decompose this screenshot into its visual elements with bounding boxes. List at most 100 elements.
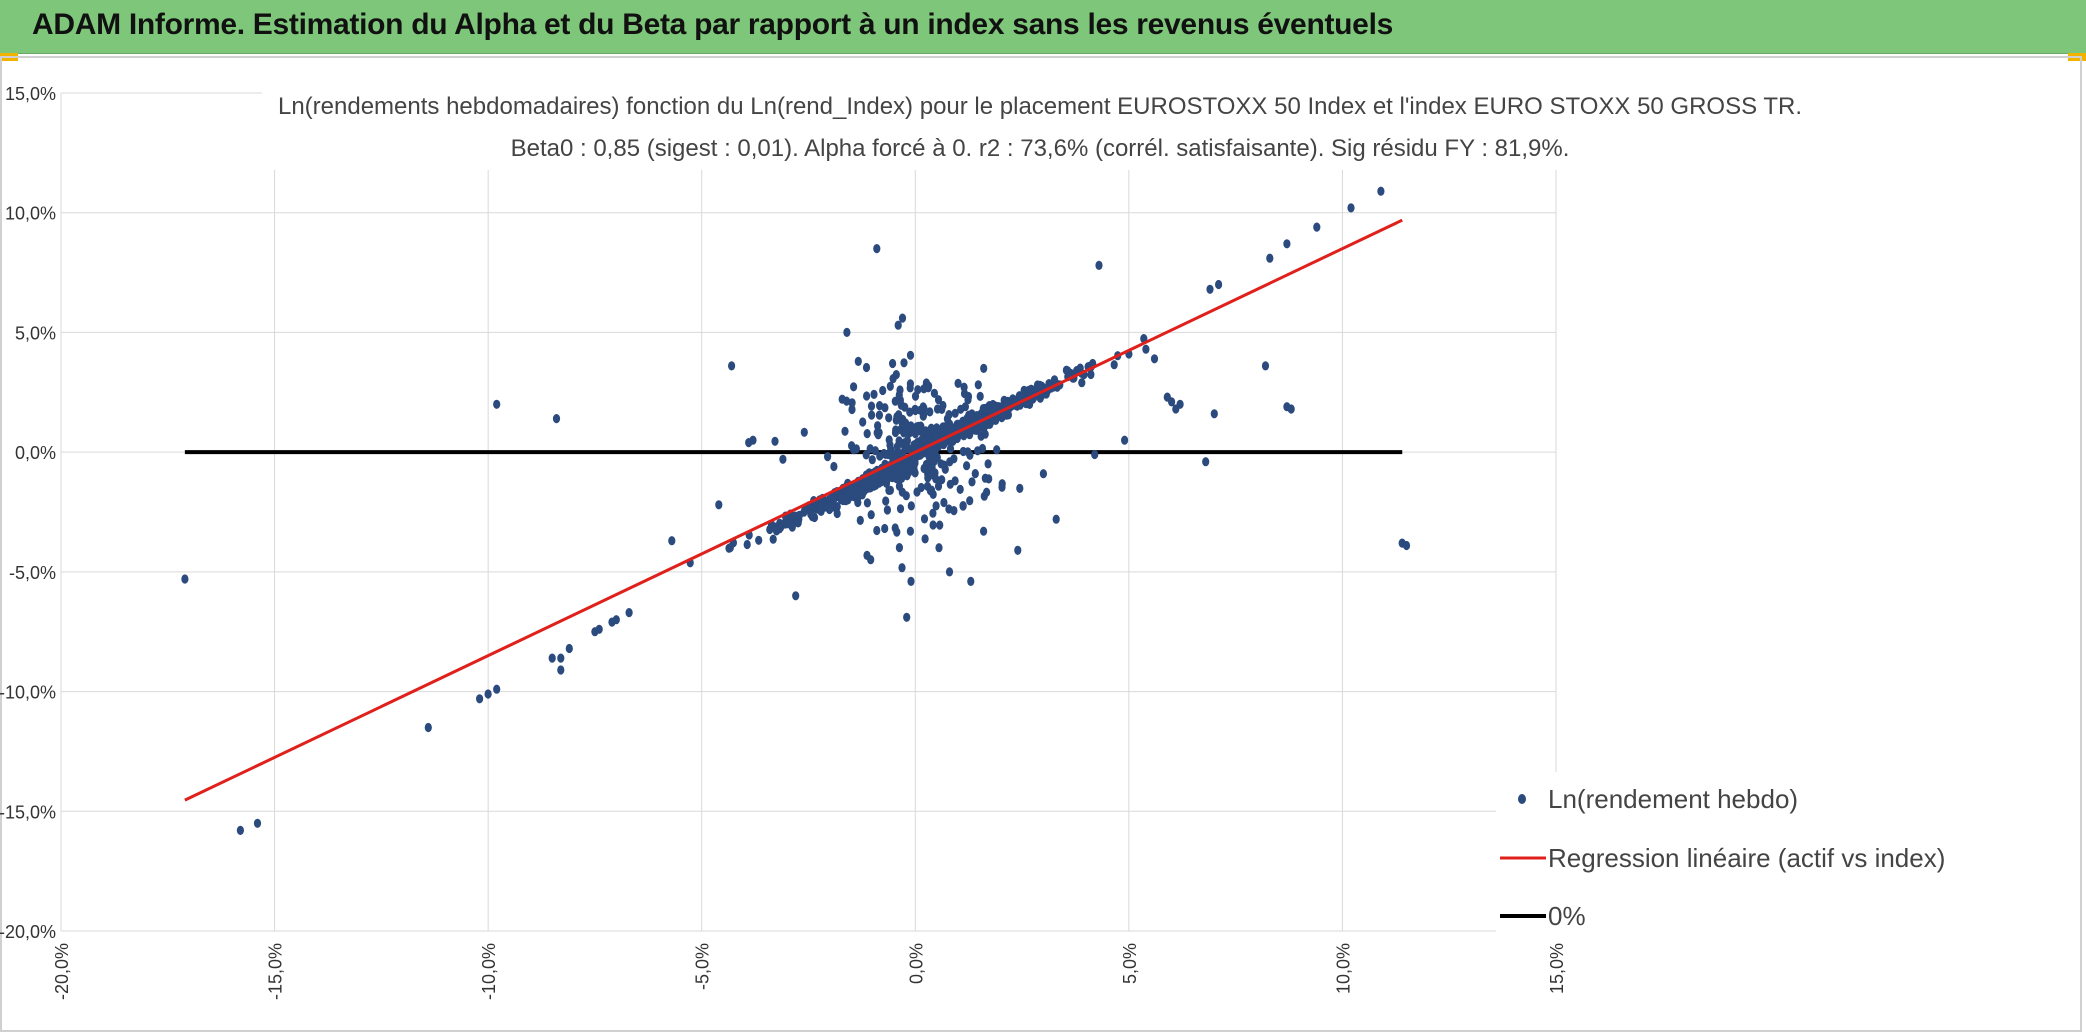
data-point <box>946 479 954 489</box>
data-point <box>900 428 908 438</box>
data-point <box>981 473 989 483</box>
data-point <box>841 426 849 436</box>
data-point <box>896 504 905 514</box>
data-point <box>950 506 958 516</box>
data-point <box>1050 375 1059 385</box>
data-point <box>236 825 244 836</box>
data-point <box>881 523 889 534</box>
x-tick-label: 15,0% <box>1547 943 1567 994</box>
data-point <box>850 382 858 392</box>
data-point <box>843 490 852 500</box>
data-point <box>668 536 676 546</box>
data-point <box>1039 469 1047 479</box>
data-point <box>945 410 953 420</box>
data-point <box>959 501 967 511</box>
data-point <box>1206 284 1214 294</box>
data-point <box>792 591 800 601</box>
x-tick-label: -5,0% <box>693 943 713 990</box>
data-point <box>929 520 937 530</box>
data-point <box>906 383 914 393</box>
data-point <box>1110 360 1118 370</box>
data-point <box>859 417 867 427</box>
data-point <box>882 449 890 459</box>
data-point <box>893 442 902 452</box>
data-point <box>800 427 808 437</box>
data-point <box>980 425 988 435</box>
data-point <box>903 442 911 452</box>
data-point <box>867 401 876 411</box>
data-point <box>876 477 884 487</box>
data-point <box>993 445 1001 455</box>
data-point <box>971 469 979 479</box>
header-bar: ADAM Informe. Estimation du Alpha et du … <box>0 0 2086 54</box>
data-point <box>875 410 884 420</box>
data-point <box>868 475 876 486</box>
data-point <box>883 505 892 515</box>
data-point <box>895 543 904 553</box>
data-point <box>882 496 890 506</box>
y-tick-label: -10,0% <box>0 683 56 703</box>
data-point <box>1287 404 1295 414</box>
data-point <box>1176 399 1184 409</box>
data-point <box>982 404 990 415</box>
data-point <box>868 455 876 465</box>
data-point <box>945 567 954 577</box>
data-point <box>1210 409 1218 419</box>
data-point <box>862 362 871 373</box>
data-point <box>901 402 909 412</box>
legend-label-zero: 0% <box>1548 901 1586 931</box>
data-point <box>728 361 736 371</box>
y-tick-label: -20,0% <box>0 922 56 942</box>
data-point <box>1078 378 1086 388</box>
data-point <box>932 501 940 511</box>
data-point <box>886 381 894 391</box>
data-point <box>922 459 931 469</box>
data-point <box>1121 435 1129 445</box>
data-point <box>873 244 881 254</box>
data-point <box>1168 397 1176 407</box>
data-point <box>998 482 1006 492</box>
data-point <box>884 470 892 480</box>
data-point <box>891 523 899 533</box>
data-point <box>983 487 991 497</box>
data-point <box>1087 369 1095 380</box>
data-point <box>595 624 603 634</box>
data-point <box>906 350 915 360</box>
data-point <box>1076 363 1084 373</box>
data-point <box>920 514 929 524</box>
data-point <box>904 422 912 432</box>
data-point <box>967 576 975 587</box>
data-point <box>856 515 864 526</box>
data-point <box>974 380 982 390</box>
data-point <box>903 612 911 622</box>
data-point <box>1266 253 1274 263</box>
data-point <box>913 487 921 497</box>
data-point <box>978 443 987 454</box>
data-point <box>1377 186 1385 196</box>
data-point <box>836 491 844 501</box>
y-tick-label: 10,0% <box>5 204 56 224</box>
data-point <box>980 363 988 373</box>
data-point <box>936 520 944 530</box>
data-points <box>181 186 1411 836</box>
data-point <box>917 421 925 431</box>
x-tick-label: -10,0% <box>479 943 499 1000</box>
data-point <box>906 407 914 417</box>
data-point <box>931 446 939 456</box>
data-point <box>961 402 970 412</box>
data-point <box>838 394 846 404</box>
y-tick-label: 15,0% <box>5 84 56 104</box>
grid-lines <box>60 92 1557 932</box>
data-point <box>825 504 834 515</box>
data-point <box>1402 540 1411 551</box>
data-point <box>863 429 871 439</box>
data-point <box>980 526 988 536</box>
legend-background <box>1496 772 1956 940</box>
x-tick-label: 0,0% <box>906 943 926 984</box>
data-point <box>830 491 838 502</box>
data-point <box>557 653 565 663</box>
data-point <box>493 399 501 409</box>
data-point <box>898 313 907 323</box>
data-point <box>476 694 484 704</box>
data-point <box>1016 483 1024 493</box>
